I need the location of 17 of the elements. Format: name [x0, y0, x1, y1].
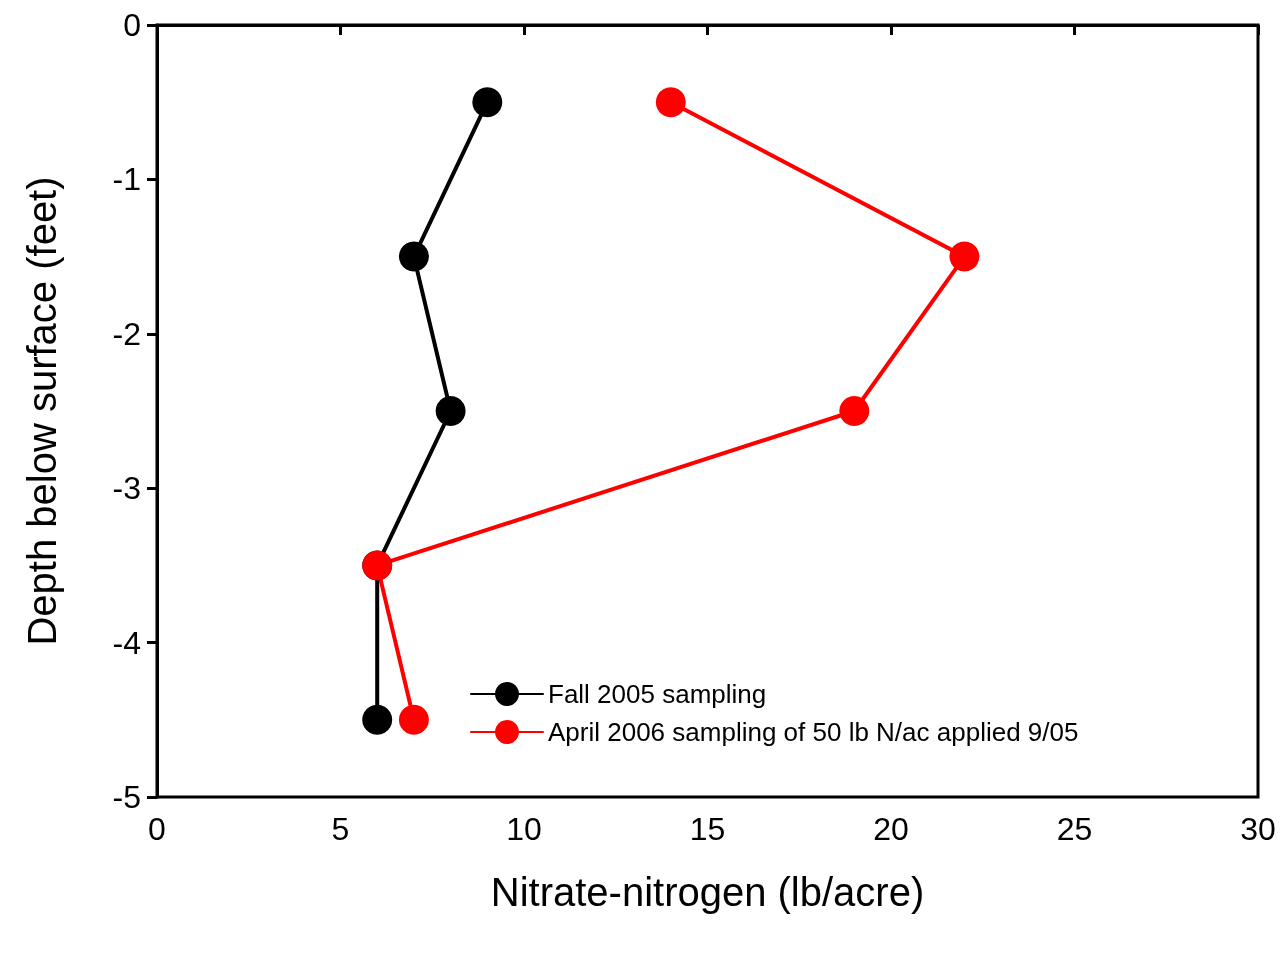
y-tick-label: -3	[112, 470, 141, 507]
legend-label: Fall 2005 sampling	[548, 679, 767, 709]
x-axis-title: Nitrate-nitrogen (lb/acre)	[490, 870, 925, 914]
legend-label: April 2006 sampling of 50 lb N/ac applied 9/05	[548, 717, 1079, 747]
x-tick-label: 10	[506, 811, 542, 847]
y-tick-label: -1	[112, 161, 141, 198]
x-tick-label: 20	[873, 811, 909, 847]
x-tick-label: 0	[148, 811, 166, 847]
x-tick-label: 5	[331, 811, 350, 847]
x-tick-label: 15	[689, 811, 726, 847]
y-tick-label: 0	[123, 7, 141, 43]
x-tick-label: 30	[1240, 811, 1276, 847]
y-axis-title: Depth below surface (feet)	[20, 176, 64, 646]
x-tick-label: 25	[1056, 811, 1093, 847]
y-tick-label: -5	[112, 779, 141, 815]
y-tick-label: -2	[112, 315, 141, 352]
y-tick-label: -4	[112, 624, 141, 661]
